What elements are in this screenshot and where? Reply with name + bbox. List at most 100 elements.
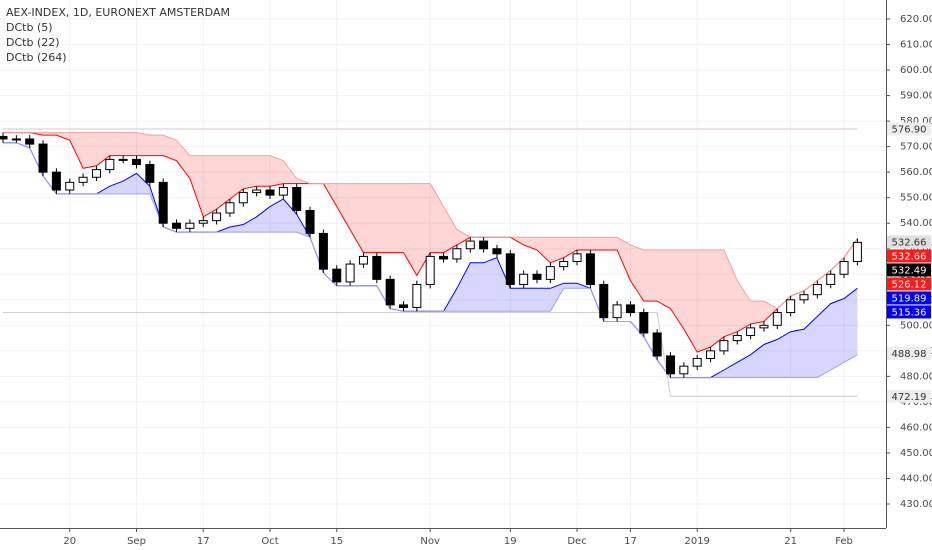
price-label: 488.98 bbox=[892, 349, 927, 360]
channel-upper-line bbox=[3, 132, 858, 310]
candle-body bbox=[692, 358, 702, 367]
y-tick-label: 600.00 bbox=[900, 65, 932, 76]
candle-body bbox=[25, 138, 35, 145]
x-tick-label: Feb bbox=[835, 536, 853, 547]
price-label: 576.90 bbox=[892, 125, 927, 136]
candle-body bbox=[852, 241, 862, 262]
candle-body bbox=[372, 255, 382, 280]
candle-body bbox=[118, 158, 128, 161]
x-tick-label: Dec bbox=[567, 536, 586, 547]
candle-body bbox=[479, 240, 489, 250]
candle-body bbox=[399, 304, 408, 308]
x-tick-label: Nov bbox=[420, 536, 440, 547]
channel-lower-line bbox=[3, 312, 858, 397]
candle-body bbox=[572, 253, 582, 262]
candle-body bbox=[278, 186, 288, 196]
legend-entry: DCtb (5) bbox=[6, 21, 53, 34]
upper-channel-fill bbox=[3, 132, 858, 353]
candle-body bbox=[11, 138, 21, 141]
candle-body bbox=[345, 263, 355, 283]
price-label-box bbox=[887, 263, 931, 277]
candle-body bbox=[158, 181, 168, 224]
price-label: 532.66 bbox=[892, 237, 927, 248]
candle-body bbox=[652, 332, 662, 357]
y-tick-label: 550.00 bbox=[900, 193, 932, 204]
y-tick-label: 570.00 bbox=[900, 142, 932, 153]
y-tick-label: 430.00 bbox=[900, 499, 932, 510]
price-label-box bbox=[887, 291, 931, 305]
x-tick-label: Sep bbox=[127, 536, 146, 547]
price-label: 515.36 bbox=[892, 307, 927, 318]
candle-body bbox=[465, 240, 475, 250]
candle-body bbox=[198, 220, 208, 224]
candle-body bbox=[706, 350, 716, 359]
y-tick-label: 440.00 bbox=[900, 473, 932, 484]
candle-body bbox=[625, 304, 635, 314]
candle-body bbox=[732, 335, 742, 342]
price-label-box bbox=[887, 346, 931, 360]
chart-title: AEX-INDEX, 1D, EURONEXT AMSTERDAM bbox=[6, 6, 230, 19]
candle-body bbox=[305, 209, 315, 234]
candle-body bbox=[612, 304, 622, 319]
candle-body bbox=[225, 202, 235, 214]
candle-layer bbox=[0, 132, 862, 378]
candle-body bbox=[532, 273, 542, 280]
y-tick-label: 590.00 bbox=[900, 91, 932, 102]
grid-layer bbox=[0, 0, 886, 528]
candle-body bbox=[772, 312, 782, 326]
price-label: 526.12 bbox=[892, 279, 927, 290]
candle-body bbox=[585, 253, 595, 285]
candle-body bbox=[746, 327, 756, 337]
y-tick-label: 530.00 bbox=[900, 244, 932, 255]
price-label-box bbox=[887, 122, 931, 136]
lower-channel-fill bbox=[3, 142, 858, 378]
candle-body bbox=[812, 283, 822, 296]
price-label: 519.89 bbox=[892, 293, 927, 304]
price-label: 532.49 bbox=[892, 265, 927, 276]
candle-body bbox=[719, 340, 729, 352]
candle-body bbox=[679, 365, 689, 375]
candle-body bbox=[358, 255, 368, 265]
candle-body bbox=[78, 176, 88, 183]
candle-body bbox=[599, 283, 609, 319]
candle-body bbox=[0, 135, 8, 140]
candle-body bbox=[172, 222, 182, 229]
candle-body bbox=[786, 299, 796, 314]
candle-body bbox=[826, 273, 836, 285]
channel-lower-line bbox=[3, 142, 858, 379]
candle-body bbox=[145, 164, 155, 183]
candle-body bbox=[292, 186, 302, 211]
candle-body bbox=[238, 192, 248, 204]
y-tick-label: 610.00 bbox=[900, 40, 932, 51]
candle-body bbox=[666, 355, 675, 375]
candle-body bbox=[425, 255, 435, 285]
y-tick-label: 460.00 bbox=[900, 422, 932, 433]
price-label-box bbox=[887, 249, 931, 263]
candle-body bbox=[759, 324, 769, 329]
candle-body bbox=[492, 248, 502, 255]
candle-body bbox=[318, 232, 328, 270]
legend-entry: DCtb (22) bbox=[6, 36, 60, 49]
price-label-box bbox=[887, 389, 931, 403]
candle-body bbox=[105, 158, 115, 171]
y-tick-label: 620.00 bbox=[900, 14, 932, 25]
price-label: 532.66 bbox=[892, 251, 927, 262]
y-tick-label: 560.00 bbox=[900, 167, 932, 178]
x-tick-label: 15 bbox=[330, 536, 343, 547]
candle-body bbox=[559, 261, 569, 268]
price-label-box bbox=[887, 235, 931, 249]
candle-body bbox=[545, 266, 555, 280]
y-tick-label: 500.00 bbox=[900, 320, 932, 331]
candle-body bbox=[519, 273, 529, 285]
x-tick-label: 20 bbox=[63, 536, 76, 547]
x-tick-label: 21 bbox=[784, 536, 797, 547]
candle-body bbox=[332, 268, 342, 283]
candle-body bbox=[185, 222, 195, 229]
candle-body bbox=[132, 158, 141, 165]
axis-layer: 430.00440.00450.00460.00470.00480.00490.… bbox=[63, 14, 932, 547]
y-tick-label: 450.00 bbox=[900, 448, 932, 459]
candle-body bbox=[385, 278, 395, 306]
